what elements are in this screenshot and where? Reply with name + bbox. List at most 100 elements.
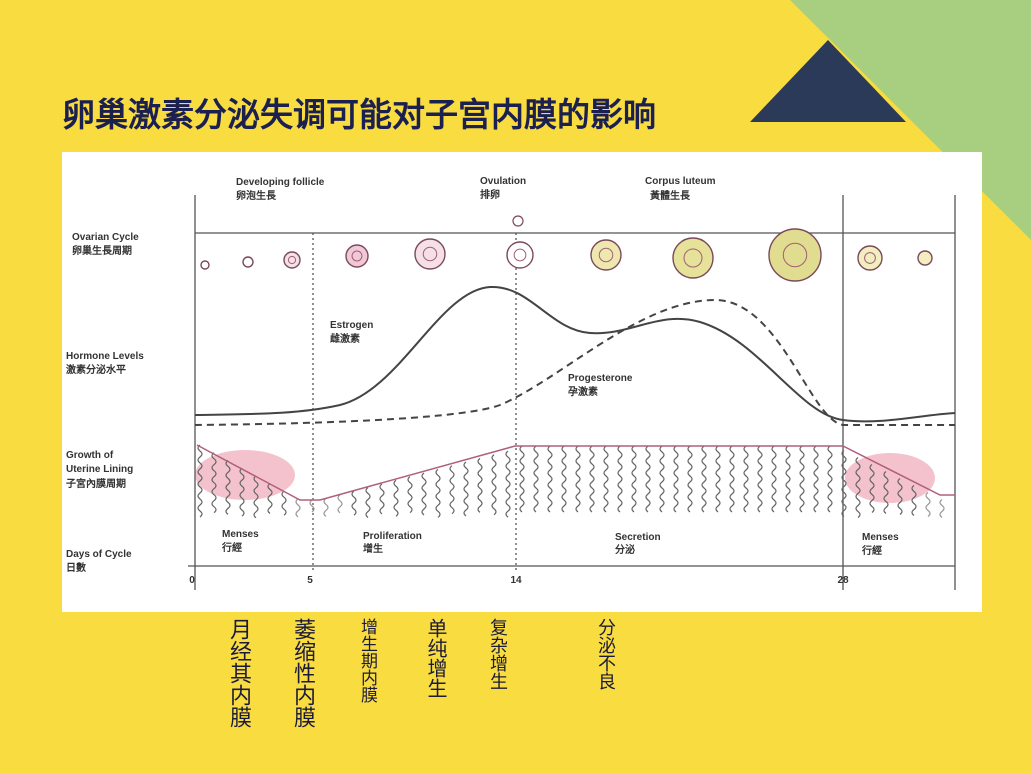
follicles — [200, 215, 933, 282]
hormone-label: 雌激素 — [330, 332, 360, 345]
phase-label: 行經 — [861, 544, 882, 557]
navy-triangle — [750, 40, 906, 122]
follicle — [506, 241, 534, 269]
phase-label: 行經 — [221, 541, 242, 554]
follicle — [345, 244, 369, 268]
follicle-core — [782, 242, 808, 268]
annotation: 月经其内膜 — [226, 618, 251, 728]
gland — [393, 479, 399, 517]
gland — [197, 444, 203, 518]
ovum — [512, 215, 524, 227]
gland — [799, 445, 805, 513]
follicle — [917, 250, 933, 266]
gland — [351, 490, 357, 516]
day-label: 0 — [189, 575, 195, 586]
gland — [687, 445, 693, 513]
follicle — [590, 239, 622, 271]
row-label: Days of Cycle — [66, 549, 132, 560]
gland — [589, 445, 595, 513]
gland — [463, 461, 469, 517]
phase-label: 分泌 — [615, 543, 635, 556]
follicle-core — [513, 248, 527, 262]
gland — [239, 467, 245, 517]
gland — [659, 445, 665, 513]
follicle-core — [683, 248, 703, 268]
follicle-core — [422, 246, 438, 262]
lining-surface — [196, 444, 955, 501]
day-label: 5 — [307, 575, 313, 586]
gland — [897, 478, 903, 515]
gland — [323, 497, 329, 517]
gland — [771, 445, 777, 513]
gland — [225, 459, 231, 515]
gland — [827, 445, 833, 513]
follicle — [768, 228, 822, 282]
gland — [631, 445, 637, 513]
gland — [715, 445, 721, 513]
gland — [561, 445, 567, 513]
gland — [883, 471, 889, 514]
gland — [491, 454, 497, 516]
day-label: 28 — [837, 575, 849, 586]
gland — [939, 499, 945, 518]
day-label: 14 — [510, 575, 522, 586]
gland — [477, 457, 483, 513]
gland — [617, 445, 623, 513]
gland — [505, 450, 511, 518]
gland — [337, 494, 343, 514]
phase-label: 增生 — [363, 542, 383, 555]
row-label: Hormone Levels — [66, 351, 144, 362]
uterine-lining — [195, 444, 955, 519]
follicle-core — [864, 252, 876, 264]
gland — [281, 490, 287, 516]
stage-label: 排卵 — [480, 188, 500, 201]
gland — [813, 445, 819, 513]
hormone-label: Estrogen — [330, 320, 373, 331]
follicle — [242, 256, 254, 268]
follicle — [200, 260, 210, 270]
row-label: Uterine Lining — [66, 464, 133, 475]
annotation: 萎缩性内膜 — [290, 618, 315, 728]
hormone-label: 孕激素 — [568, 385, 598, 398]
estrogen-curve — [194, 285, 956, 423]
gland — [309, 499, 315, 513]
gland — [729, 445, 735, 513]
row-label: Growth of — [66, 450, 114, 461]
gland — [911, 485, 917, 516]
gland — [673, 445, 679, 513]
follicle — [672, 237, 714, 279]
gland — [547, 445, 553, 513]
follicle — [857, 245, 883, 271]
annotation: 复杂增生 — [487, 618, 508, 690]
row-label: 激素分泌水平 — [66, 363, 126, 376]
gland — [575, 445, 581, 513]
phase-label: Menses — [222, 529, 259, 540]
gland — [435, 468, 441, 518]
menses-blood — [195, 450, 295, 500]
menses-blood — [845, 453, 935, 503]
phase-label: Secretion — [615, 532, 661, 543]
gland — [701, 445, 707, 513]
follicle — [283, 251, 301, 269]
gland — [407, 476, 413, 514]
row-label: Ovarian Cycle — [72, 232, 139, 243]
gland — [855, 457, 861, 518]
slide-title: 卵巢激素分泌失调可能对子宫内膜的影响 — [62, 95, 656, 134]
gland — [449, 465, 455, 515]
gland — [379, 483, 385, 515]
phase-label: Menses — [862, 532, 899, 543]
follicle-core — [287, 255, 297, 265]
gland — [421, 472, 427, 516]
gland — [267, 483, 273, 514]
hormone-label: Progesterone — [568, 373, 633, 384]
stage-label: Corpus luteum — [645, 176, 716, 187]
gland — [743, 445, 749, 513]
stage-label: 卵泡生長 — [236, 189, 277, 202]
gland — [869, 464, 875, 513]
row-label: 子宮內膜周期 — [66, 477, 126, 490]
gland — [519, 445, 525, 513]
gland — [757, 445, 763, 513]
follicle-core — [351, 250, 363, 262]
gland — [253, 475, 259, 519]
follicle-core — [598, 247, 614, 263]
